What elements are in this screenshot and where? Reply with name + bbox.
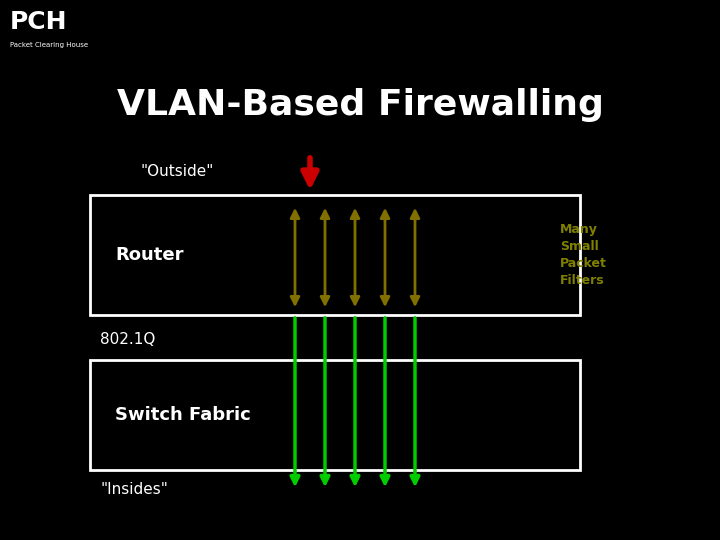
Text: Many
Small
Packet
Filters: Many Small Packet Filters [560,223,607,287]
Bar [90,360,580,470]
Text: 802.1Q: 802.1Q [100,333,156,348]
Text: "Insides": "Insides" [100,483,168,497]
Text: PCH: PCH [10,10,68,34]
Text: VLAN-Based Firewalling: VLAN-Based Firewalling [117,88,603,122]
Text: Packet Clearing House: Packet Clearing House [10,42,88,48]
Text: Router: Router [115,246,184,264]
Text: "Outside": "Outside" [140,165,213,179]
Bar [90,195,580,315]
Text: Switch Fabric: Switch Fabric [115,406,251,424]
